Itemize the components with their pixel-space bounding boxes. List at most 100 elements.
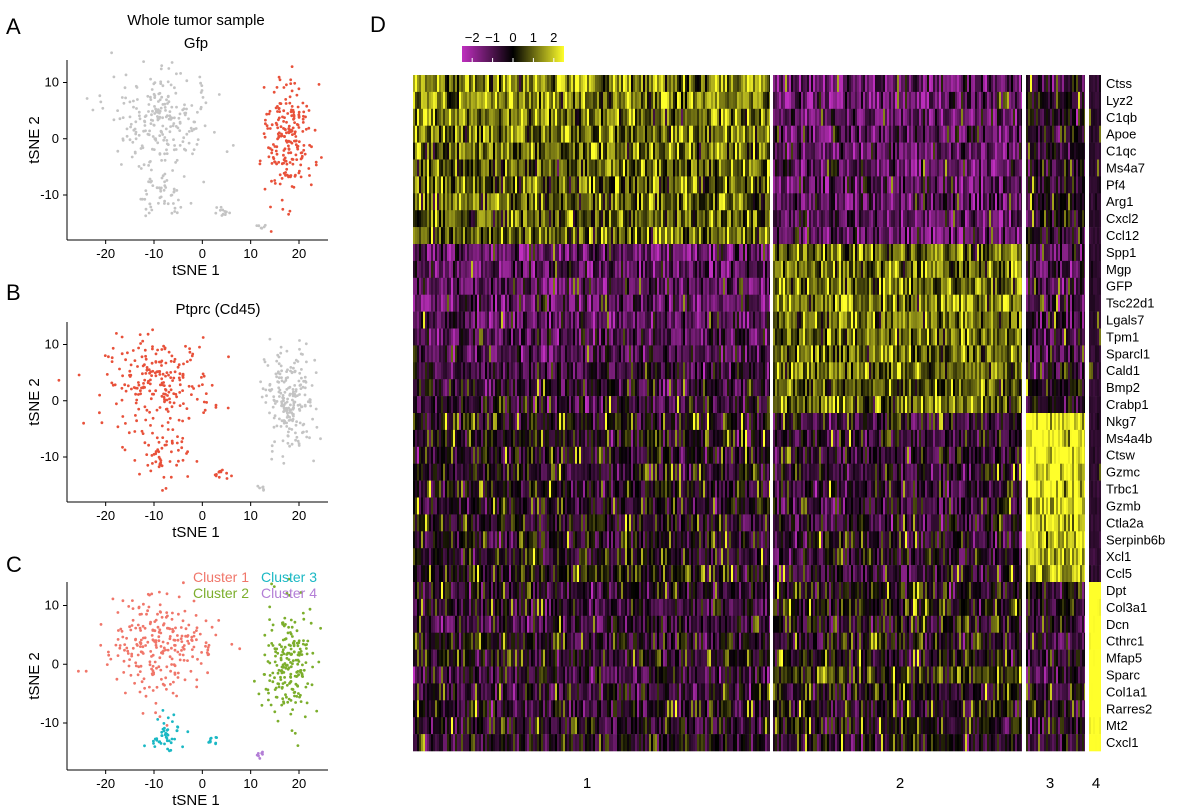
heatmap-cell (799, 227, 801, 245)
scatter-point (299, 650, 303, 653)
heatmap-cell (699, 75, 701, 93)
scatter-point (166, 94, 170, 98)
heatmap-cell (1070, 125, 1072, 143)
heatmap-cell (671, 91, 673, 110)
heatmap-cell (657, 210, 659, 228)
heatmap-cell (463, 125, 465, 143)
scatter-point (115, 332, 118, 335)
heatmap-cell (921, 210, 923, 228)
heatmap-cell (965, 210, 967, 228)
heatmap-cell (649, 142, 651, 160)
heatmap-cell (843, 210, 845, 228)
heatmap-cell (447, 125, 449, 143)
heatmap-cell (447, 91, 449, 110)
heatmap-cell (575, 108, 577, 126)
heatmap-cell (729, 176, 731, 194)
heatmap-cell (1017, 193, 1019, 211)
heatmap-cell (449, 142, 451, 160)
heatmap-cell (671, 75, 673, 93)
heatmap-cell (685, 91, 687, 110)
heatmap-cell (833, 210, 835, 228)
heatmap-cell (787, 176, 789, 194)
heatmap-cell (551, 91, 553, 110)
heatmap-cell (1062, 108, 1064, 126)
heatmap-cell (829, 227, 831, 245)
heatmap-cell (861, 108, 863, 126)
scatter-point (195, 685, 199, 689)
heatmap-cell (737, 193, 739, 211)
scatter-point (291, 158, 295, 161)
scatter-point (151, 416, 155, 420)
heatmap-cell (609, 193, 611, 211)
scatter-point (173, 86, 176, 90)
heatmap-cell (1017, 176, 1019, 194)
scatter-point (268, 674, 272, 677)
heatmap-cell (563, 75, 565, 93)
heatmap-cell (839, 142, 841, 160)
heatmap-cell (509, 142, 511, 160)
heatmap-cell (491, 91, 493, 110)
scatter-point (277, 107, 281, 110)
heatmap-cell (737, 176, 739, 194)
heatmap-cell (671, 125, 673, 143)
heatmap-cell (519, 75, 521, 93)
heatmap-cell (661, 142, 663, 160)
scatter-point (199, 107, 203, 111)
heatmap-cell (691, 210, 693, 228)
scatter-point (202, 411, 206, 414)
heatmap-cell (481, 125, 483, 143)
heatmap-cell (543, 91, 545, 110)
scatter-point (298, 339, 301, 342)
heatmap-cell (561, 159, 563, 177)
heatmap-cell (557, 108, 559, 126)
heatmap-cell (463, 193, 465, 211)
heatmap-cell (511, 193, 513, 211)
heatmap-cell (1072, 210, 1074, 228)
heatmap-cell (1058, 91, 1060, 110)
scatter-point (204, 619, 208, 623)
heatmap-cell (1091, 125, 1093, 143)
heatmap-cell (685, 210, 687, 228)
heatmap-cell (1019, 193, 1021, 211)
heatmap-cell (883, 108, 885, 126)
scatter-point (158, 628, 162, 632)
heatmap-cell (879, 125, 881, 143)
heatmap-cell (431, 159, 433, 177)
heatmap-cell (601, 159, 603, 177)
heatmap-cell (1076, 142, 1078, 160)
heatmap-cell (897, 91, 899, 110)
panel-a-ylabel: tSNE 2 (26, 116, 43, 164)
heatmap-cell (999, 91, 1001, 110)
heatmap-cell (795, 210, 797, 228)
heatmap-cell (737, 75, 739, 93)
scatter-point (170, 105, 174, 109)
heatmap-cell (469, 75, 471, 93)
scatter-point (101, 106, 105, 110)
heatmap-cell (607, 142, 609, 160)
heatmap-cell (839, 108, 841, 126)
heatmap-cell (1026, 75, 1028, 93)
scatter-point (165, 398, 169, 402)
scatter-point (296, 658, 300, 662)
scatter-point (163, 683, 166, 687)
heatmap-cell (463, 227, 465, 245)
scatter-point (308, 174, 311, 177)
heatmap-cell (911, 75, 913, 93)
heatmap-cell (1072, 142, 1074, 160)
scatter-point (281, 621, 284, 625)
heatmap-cell (481, 210, 483, 228)
heatmap-cell (461, 210, 463, 228)
heatmap-cell (745, 210, 747, 228)
scatter-point (280, 376, 283, 379)
heatmap-cell (987, 108, 989, 126)
heatmap-cell (943, 176, 945, 194)
heatmap-cell (877, 227, 879, 245)
heatmap-cell (533, 91, 535, 110)
heatmap-cell (805, 159, 807, 177)
heatmap-cell (965, 193, 967, 211)
heatmap-cell (751, 159, 753, 177)
heatmap-cell (481, 75, 483, 93)
heatmap-cell (733, 210, 735, 228)
heatmap-cell (1052, 159, 1054, 177)
heatmap-cell (985, 75, 987, 93)
